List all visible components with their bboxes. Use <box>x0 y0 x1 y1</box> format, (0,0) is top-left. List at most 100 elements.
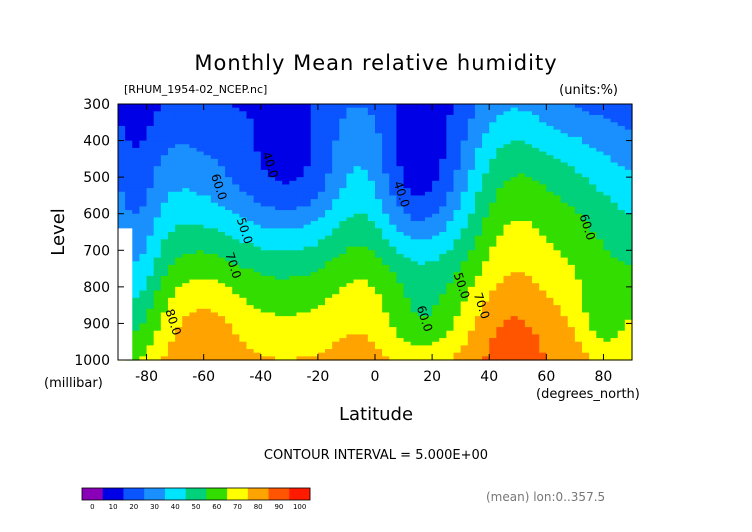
field-cell <box>196 228 205 233</box>
field-cell <box>424 144 433 149</box>
field-cell <box>624 162 633 167</box>
field-cell <box>453 349 462 354</box>
field-cell <box>532 125 540 131</box>
field-cell <box>382 151 390 156</box>
field-cell <box>367 147 376 153</box>
field-cell <box>353 356 362 361</box>
field-cell <box>246 114 255 120</box>
field-cell <box>332 305 340 310</box>
field-cell <box>196 239 205 244</box>
field-cell <box>232 210 240 215</box>
field-cell <box>560 312 569 317</box>
field-cell <box>589 199 597 204</box>
field-cell <box>275 308 283 314</box>
field-cell <box>560 221 569 226</box>
field-cell <box>503 312 512 317</box>
field-cell <box>517 144 526 149</box>
field-cell <box>553 316 562 321</box>
field-cell <box>167 188 176 193</box>
field-cell <box>132 210 141 215</box>
field-cell <box>546 242 555 248</box>
field-cell <box>239 114 248 120</box>
field-cell <box>567 184 576 189</box>
field-cell <box>225 327 233 332</box>
field-cell <box>460 338 469 343</box>
field-cell <box>524 330 533 335</box>
field-cell <box>589 283 597 288</box>
field-cell <box>260 316 269 321</box>
field-cell <box>125 177 133 182</box>
field-cell <box>517 184 526 189</box>
field-cell <box>574 286 583 292</box>
field-cell <box>303 290 312 295</box>
field-cell <box>253 114 262 120</box>
field-cell <box>246 305 255 310</box>
field-cell <box>139 188 148 193</box>
field-cell <box>260 250 269 255</box>
field-cell <box>403 341 412 346</box>
field-cell <box>389 133 398 138</box>
field-cell <box>203 242 212 248</box>
field-cell <box>503 246 512 251</box>
field-cell <box>453 224 462 229</box>
field-cell <box>275 268 283 273</box>
field-cell <box>225 316 233 321</box>
field-cell <box>367 191 376 197</box>
field-cell <box>574 217 583 222</box>
field-cell <box>203 166 212 171</box>
field-cell <box>339 341 348 346</box>
field-cell <box>582 221 590 226</box>
field-cell <box>175 221 183 226</box>
field-cell <box>532 147 540 153</box>
field-cell <box>132 228 141 233</box>
field-cell <box>503 279 512 284</box>
field-cell <box>567 104 576 109</box>
field-cell <box>375 268 383 273</box>
field-cell <box>474 305 483 310</box>
field-cell <box>610 158 619 164</box>
field-cell <box>267 217 276 222</box>
field-cell <box>532 356 540 361</box>
field-cell <box>153 206 162 211</box>
field-cell <box>617 272 626 277</box>
field-cell <box>582 316 590 321</box>
field-cell <box>432 206 440 211</box>
field-cell <box>325 111 333 116</box>
field-cell <box>439 202 447 207</box>
field-cell <box>446 242 455 248</box>
field-cell <box>382 246 390 251</box>
field-cell <box>325 125 333 131</box>
field-cell <box>139 129 148 134</box>
field-cell <box>132 279 141 284</box>
field-cell <box>596 316 605 321</box>
field-cell <box>546 136 555 142</box>
field-cell <box>460 305 469 310</box>
field-cell <box>260 202 269 207</box>
field-cell <box>460 195 469 200</box>
field-cell <box>589 210 597 215</box>
field-cell <box>574 352 583 357</box>
field-cell <box>360 356 369 361</box>
field-cell <box>146 345 155 350</box>
field-cell <box>153 129 162 134</box>
field-cell <box>296 206 305 211</box>
field-cell <box>524 158 533 164</box>
field-cell <box>489 279 497 284</box>
field-cell <box>353 275 362 281</box>
field-cell <box>496 232 505 237</box>
field-cell <box>153 177 162 182</box>
field-cell <box>317 338 326 343</box>
field-cell <box>296 136 305 142</box>
field-cell <box>539 224 547 229</box>
field-cell <box>603 228 612 233</box>
field-cell <box>396 191 405 197</box>
field-cell <box>353 133 362 138</box>
field-cell <box>217 250 226 255</box>
field-cell <box>553 140 562 145</box>
field-cell <box>303 144 312 149</box>
field-cell <box>539 290 547 295</box>
field-cell <box>246 129 255 134</box>
field-cell <box>367 301 376 306</box>
field-cell <box>453 319 462 325</box>
field-cell <box>267 257 276 262</box>
